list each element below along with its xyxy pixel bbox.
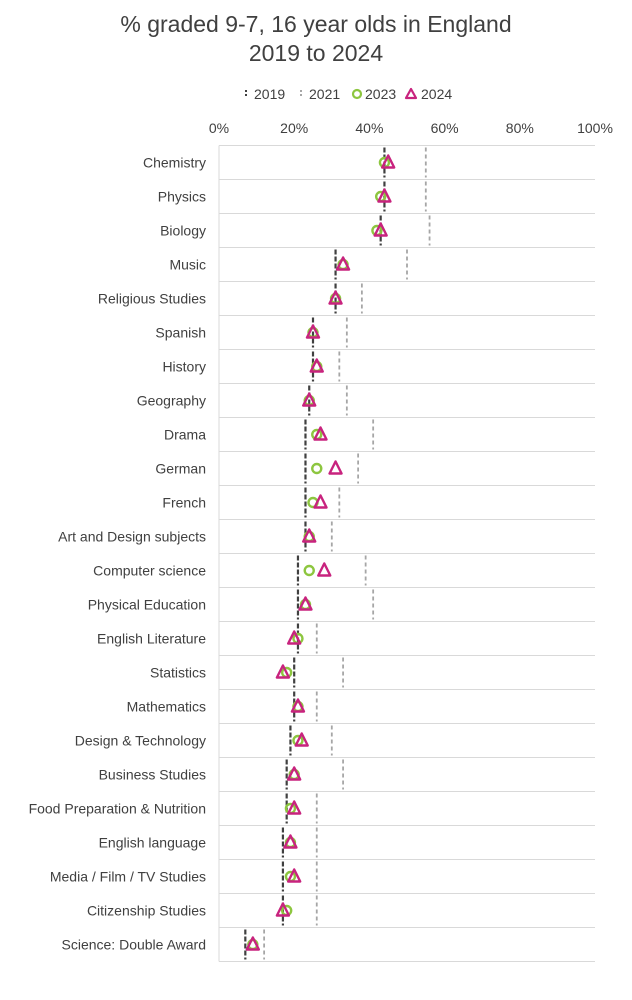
category-label-religious-studies: Religious Studies xyxy=(98,291,206,307)
category-label-physics: Physics xyxy=(158,189,206,205)
marker-2024 xyxy=(377,188,392,203)
category-label-art-and-design-subjects: Art and Design subjects xyxy=(58,529,206,545)
legend-2024-marker xyxy=(404,87,418,100)
marker-2024 xyxy=(313,494,328,509)
category-label-german: German xyxy=(155,461,206,477)
chart-subtitle: 2019 to 2024 xyxy=(248,40,384,66)
marker-2024 xyxy=(275,664,291,679)
x-tick-label: 60% xyxy=(431,120,459,136)
marker-2024 xyxy=(287,630,302,645)
category-label-geography: Geography xyxy=(137,393,206,409)
category-label-computer-science: Computer science xyxy=(93,563,206,579)
category-label-statistics: Statistics xyxy=(150,665,206,681)
legend-2021-label: 2021 xyxy=(309,86,340,102)
legend-2019-label: 2019 xyxy=(254,86,285,102)
marker-2024 xyxy=(302,392,317,407)
category-label-spanish: Spanish xyxy=(155,325,206,341)
marker-2024 xyxy=(298,596,313,611)
marker-2024 xyxy=(302,528,317,543)
chart-title: % graded 9-7, 16 year olds in England 20… xyxy=(0,10,632,68)
marker-2024 xyxy=(283,834,298,849)
legend-2023-label: 2023 xyxy=(365,86,396,102)
category-label-food-preparation-nutrition: Food Preparation & Nutrition xyxy=(29,801,206,817)
marker-2024 xyxy=(294,732,309,747)
marker-2024 xyxy=(317,562,332,577)
category-label-english-language: English language xyxy=(99,835,207,851)
x-tick-label: 80% xyxy=(506,120,534,136)
category-label-physical-education: Physical Education xyxy=(88,597,206,613)
marker-2024 xyxy=(287,800,302,815)
marker-2024 xyxy=(328,460,343,475)
marker-2024 xyxy=(381,154,396,169)
category-label-biology: Biology xyxy=(160,223,206,239)
marker-2024 xyxy=(287,766,302,781)
x-tick-label: 0% xyxy=(209,120,229,136)
category-label-french: French xyxy=(162,495,206,511)
category-label-chemistry: Chemistry xyxy=(143,155,206,171)
category-label-science-double-award: Science: Double Award xyxy=(62,937,207,953)
marker-2024 xyxy=(313,426,328,441)
legend-2024-label: 2024 xyxy=(421,86,452,102)
legend-2023-marker xyxy=(351,88,363,100)
marker-2024 xyxy=(305,324,321,339)
marker-2024 xyxy=(290,698,306,713)
marker-2023 xyxy=(303,564,315,577)
marker-2024 xyxy=(275,902,291,917)
category-label-drama: Drama xyxy=(164,427,206,443)
category-label-design-technology: Design & Technology xyxy=(75,733,206,749)
marker-2024 xyxy=(287,868,302,883)
marker-2024 xyxy=(245,936,261,951)
marker-2023 xyxy=(311,462,323,475)
category-label-history: History xyxy=(162,359,206,375)
x-tick-label: 40% xyxy=(355,120,383,136)
marker-2024 xyxy=(328,290,343,305)
category-label-business-studies: Business Studies xyxy=(99,767,206,783)
category-label-music: Music xyxy=(169,257,206,273)
marker-2024 xyxy=(373,222,388,237)
x-tick-label: 20% xyxy=(280,120,308,136)
category-label-citizenship-studies: Citizenship Studies xyxy=(87,903,206,919)
marker-2024 xyxy=(309,358,324,373)
chart-title-line1: % graded 9-7, 16 year olds in England xyxy=(120,11,512,37)
x-tick-label: 100% xyxy=(577,120,613,136)
category-label-media-film-tv-studies: Media / Film / TV Studies xyxy=(50,869,206,885)
category-label-mathematics: Mathematics xyxy=(127,699,206,715)
category-label-english-literature: English Literature xyxy=(97,631,206,647)
marker-2024 xyxy=(335,256,351,271)
